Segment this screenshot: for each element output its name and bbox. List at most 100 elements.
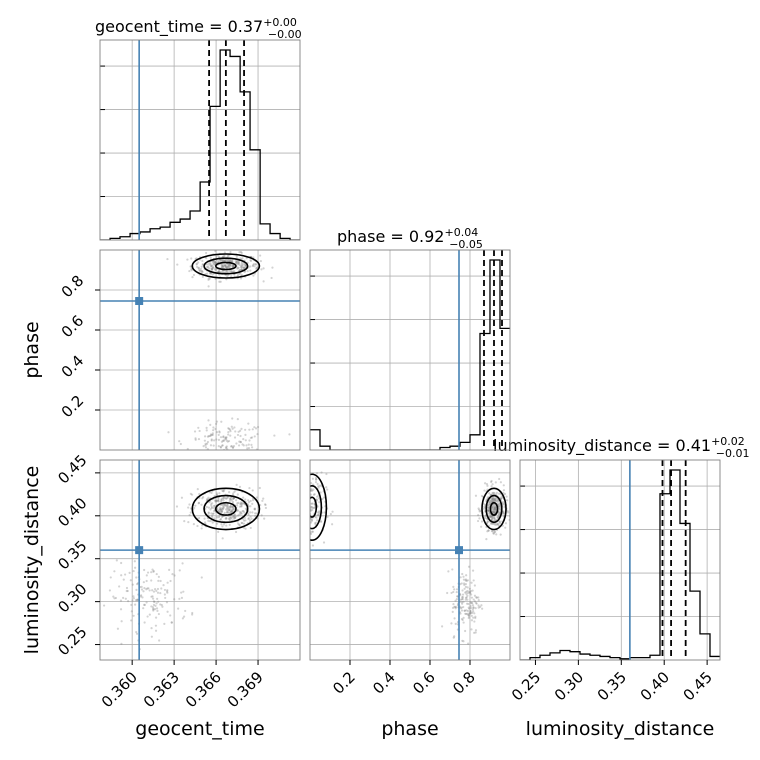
sample-point bbox=[170, 621, 173, 624]
sample-point bbox=[191, 611, 194, 615]
sample-point bbox=[210, 491, 213, 495]
sample-point bbox=[158, 639, 161, 642]
sample-point bbox=[490, 479, 493, 483]
sample-point bbox=[213, 517, 216, 520]
sample-point bbox=[228, 508, 231, 512]
sample-point bbox=[487, 509, 491, 512]
sample-point bbox=[307, 542, 309, 544]
sample-point bbox=[220, 510, 223, 513]
sample-point bbox=[120, 642, 123, 645]
sample-point bbox=[212, 444, 215, 447]
sample-point bbox=[224, 517, 227, 520]
sample-point bbox=[223, 259, 226, 262]
sample-point bbox=[200, 269, 203, 273]
sample-point bbox=[220, 507, 223, 510]
y-tick-label: 0.30 bbox=[54, 580, 90, 616]
sample-point bbox=[499, 521, 502, 525]
sample-point bbox=[156, 591, 160, 594]
sample-point bbox=[219, 518, 222, 521]
sample-point bbox=[243, 451, 245, 453]
sample-point bbox=[218, 510, 222, 513]
sample-point bbox=[233, 516, 236, 519]
sample-point bbox=[215, 255, 218, 259]
sample-point bbox=[501, 502, 504, 505]
sample-point bbox=[226, 496, 229, 500]
sample-point bbox=[207, 519, 210, 522]
sample-point bbox=[211, 267, 214, 270]
sample-point bbox=[202, 445, 205, 448]
samples-group bbox=[166, 250, 291, 457]
sample-point bbox=[491, 530, 494, 533]
sample-point bbox=[454, 622, 457, 625]
sample-point bbox=[469, 609, 472, 613]
sample-point bbox=[305, 512, 307, 514]
sample-point bbox=[317, 485, 320, 488]
sample-point bbox=[150, 635, 153, 638]
sample-point bbox=[219, 436, 223, 439]
sample-point bbox=[486, 520, 489, 523]
sample-point bbox=[207, 266, 210, 269]
sample-point bbox=[209, 508, 212, 511]
sample-point bbox=[498, 520, 501, 523]
sample-point bbox=[493, 505, 496, 508]
sample-point bbox=[198, 492, 201, 496]
sample-point bbox=[135, 630, 138, 634]
sample-point bbox=[224, 266, 228, 269]
sample-point bbox=[223, 254, 226, 258]
sample-point bbox=[143, 621, 146, 624]
sample-point bbox=[220, 498, 223, 501]
sample-point bbox=[273, 434, 276, 437]
sample-point bbox=[217, 530, 220, 533]
sample-point bbox=[494, 498, 497, 501]
sample-point bbox=[186, 258, 189, 261]
sample-point bbox=[237, 262, 240, 265]
sample-point bbox=[221, 270, 224, 273]
sample-point bbox=[460, 606, 463, 609]
sample-point bbox=[319, 491, 322, 494]
density-contour bbox=[215, 261, 237, 271]
sample-point bbox=[262, 497, 265, 500]
sample-point bbox=[134, 603, 137, 606]
sample-point bbox=[230, 510, 233, 513]
sample-point bbox=[150, 579, 153, 582]
sample-point bbox=[494, 508, 498, 511]
sample-point bbox=[490, 517, 494, 520]
sample-point bbox=[220, 499, 223, 502]
sample-point bbox=[240, 262, 243, 265]
sample-point bbox=[232, 270, 235, 273]
histogram-luminosity-distance bbox=[520, 469, 720, 660]
x-tick-label: 0.366 bbox=[182, 668, 225, 711]
truth-marker bbox=[455, 546, 463, 555]
sample-point bbox=[472, 610, 475, 613]
sample-point bbox=[228, 259, 232, 262]
sample-point bbox=[155, 589, 158, 593]
sample-point bbox=[223, 251, 226, 254]
x-tick-label: 0.45 bbox=[680, 668, 716, 704]
sample-point bbox=[251, 489, 254, 492]
sample-point bbox=[462, 621, 465, 624]
sample-point bbox=[219, 517, 223, 521]
sample-point bbox=[491, 510, 494, 513]
sample-point bbox=[212, 261, 215, 264]
density-contour bbox=[310, 484, 323, 530]
sample-point bbox=[140, 588, 144, 591]
sample-point bbox=[294, 511, 296, 513]
sample-point bbox=[229, 270, 233, 274]
sample-point bbox=[166, 591, 169, 594]
sample-point bbox=[222, 455, 224, 457]
sample-point bbox=[136, 583, 139, 586]
sample-point bbox=[320, 471, 323, 474]
sample-point bbox=[151, 606, 155, 609]
sample-point bbox=[240, 251, 243, 254]
sample-point bbox=[131, 583, 134, 586]
sample-point bbox=[197, 261, 200, 264]
sample-point bbox=[121, 596, 125, 600]
sample-point bbox=[207, 506, 210, 509]
sample-point bbox=[470, 602, 473, 605]
sample-point bbox=[142, 581, 145, 584]
sample-point bbox=[228, 270, 231, 273]
sample-point bbox=[238, 440, 241, 443]
sample-point bbox=[210, 504, 213, 507]
sample-point bbox=[511, 512, 513, 514]
sample-point bbox=[307, 498, 309, 500]
